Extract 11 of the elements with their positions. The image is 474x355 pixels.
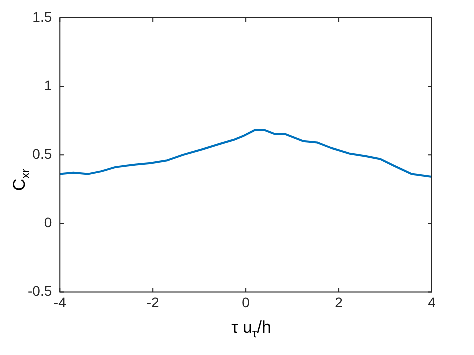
x-tick-label: 2 — [335, 294, 344, 310]
y-tick-label: 0.5 — [32, 146, 52, 162]
x-tick-label: -4 — [54, 294, 67, 310]
x-axis-title: τ u$_{τ}$/h — [230, 318, 272, 340]
x-tick-label: 4 — [428, 294, 436, 310]
x-tick-label: 0 — [242, 294, 250, 310]
y-tick-label: 0 — [44, 214, 52, 231]
x-tick-label: -2 — [146, 294, 160, 310]
y-tick-label: 1 — [44, 77, 52, 94]
y-tick-label: 1.5 — [32, 8, 52, 25]
y-tick-label: -0.5 — [28, 283, 52, 300]
